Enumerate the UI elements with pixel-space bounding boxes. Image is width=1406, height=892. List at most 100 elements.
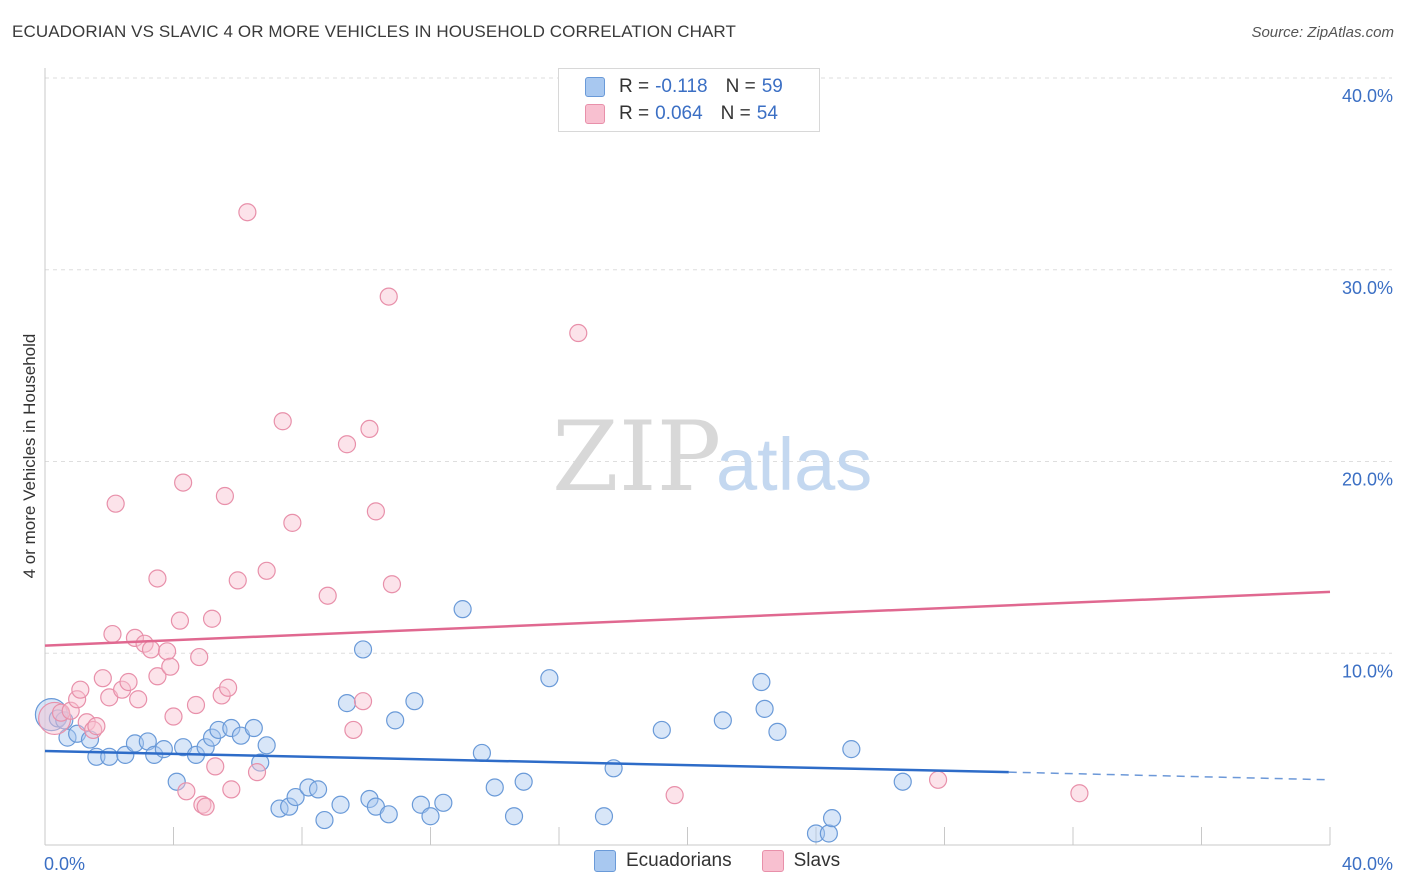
point-slavs [196,797,215,816]
series-legend-ecuadorians[interactable]: Ecuadorians [594,850,732,872]
point-slavs [177,782,196,801]
point-ecuadorians [145,745,164,764]
legend-swatch-ecuadorians [585,77,605,97]
point-slavs [190,647,209,667]
point-slavs [238,203,257,222]
point-ecuadorians [893,772,912,791]
point-slavs [344,720,363,740]
trendline-ecuadorians-extension [1008,771,1331,781]
point-ecuadorians [100,747,119,766]
point-slavs [215,486,234,506]
legend-r-label: R = [619,103,650,124]
point-ecuadorians [819,824,838,843]
source-label: Source: ZipAtlas.com [1251,24,1394,41]
point-ecuadorians [315,810,334,830]
trendline-slavs [44,590,1331,647]
legend-n-label: N = [725,76,756,97]
legend-r-label: R = [619,76,650,97]
point-ecuadorians [353,640,373,659]
legend-n-value: 54 [756,103,778,124]
point-slavs [193,795,212,814]
point-ecuadorians [286,787,305,807]
point-ecuadorians [540,669,559,688]
point-slavs [106,494,125,513]
y-tick-label: 10.0% [1342,661,1393,681]
legend-n-value: 59 [761,76,783,97]
point-slavs [157,642,177,661]
point-slavs [206,757,225,776]
series-legend-slavs[interactable]: Slavs [761,850,841,872]
point-ecuadorians [453,600,472,619]
point-ecuadorians [405,692,424,711]
legend-row-slavs: R = 0.064 N = 54 [585,101,778,127]
point-slavs [247,763,267,782]
data-points [34,203,1089,843]
point-slavs [353,692,373,711]
point-ecuadorians [652,720,671,740]
point-slavs [148,569,167,588]
point-slavs [928,770,948,789]
watermark-atlas: atlas [716,423,872,506]
grid-lines [45,77,1392,654]
point-slavs [318,586,337,605]
y-axis-label: 4 or more Vehicles in Household [20,334,39,579]
point-ecuadorians [472,743,491,763]
point-slavs [273,412,292,431]
y-tick-label: 30.0% [1342,278,1393,298]
y-tick-label: 40.0% [1342,86,1393,106]
point-slavs [228,571,247,590]
point-slavs [366,502,385,521]
point-ecuadorians [331,795,350,814]
point-slavs [61,701,80,720]
point-ecuadorians [154,740,173,759]
point-ecuadorians [421,807,440,826]
point-ecuadorians [514,772,533,791]
point-slavs [71,680,90,699]
point-slavs [1070,784,1089,803]
point-ecuadorians [822,809,842,828]
point-ecuadorians [386,711,405,730]
x-tick-label-min: 0.0% [44,854,85,874]
point-slavs [202,609,222,628]
point-ecuadorians [755,699,774,718]
axes [44,68,1331,846]
point-slavs [219,678,238,697]
point-ecuadorians [167,772,186,791]
watermark-zip: ZIP [552,401,721,513]
point-ecuadorians [504,807,524,826]
point-slavs [129,690,148,709]
point-ecuadorians [337,694,357,713]
legend-r-value: 0.064 [655,103,703,124]
chart-title: ECUADORIAN VS SLAVIC 4 OR MORE VEHICLES … [12,22,736,41]
x-tick-label-max: 40.0% [1342,854,1393,874]
point-slavs [665,786,684,805]
series-swatch-ecuadorians [594,850,616,872]
trendline-ecuadorians [44,749,1009,774]
point-ecuadorians [485,778,504,797]
y-tick-label: 20.0% [1342,470,1393,490]
point-ecuadorians [379,805,398,824]
point-ecuadorians [768,722,787,741]
series-label-slavs: Slavs [793,850,841,871]
point-slavs [170,611,190,630]
point-slavs [360,419,379,439]
axis-labels: 10.0% 20.0% 30.0% 40.0% 0.0% 40.0% 4 or more V… [20,86,1393,874]
legend-r-value: -0.118 [655,76,708,97]
legend-row-ecuadorians: R = -0.118 N = 59 [585,74,783,100]
point-ecuadorians [434,793,453,812]
point-slavs [337,435,357,454]
point-slavs [141,640,161,659]
point-ecuadorians [58,728,77,747]
point-slavs [119,672,138,692]
point-ecuadorians [842,740,861,759]
point-ecuadorians [308,780,328,799]
correlation-legend: R = -0.118 N = 59 R = 0.064 N = 54 [558,68,820,132]
series-swatch-slavs [761,850,784,872]
point-slavs [569,323,588,343]
legend-swatch-slavs [585,104,605,124]
point-slavs [161,657,180,676]
trend-lines [44,590,1331,781]
point-slavs [148,667,167,686]
point-slavs [283,513,302,532]
